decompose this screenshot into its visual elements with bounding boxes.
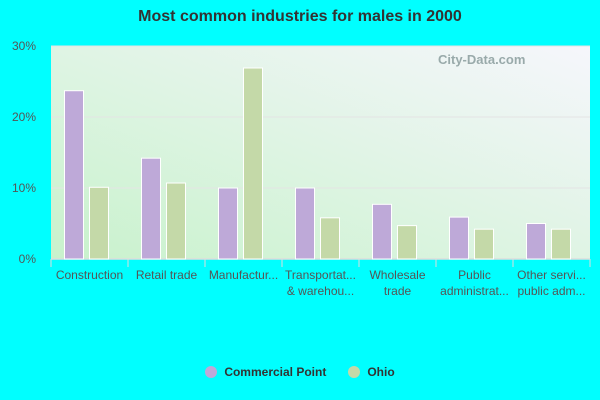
bar-ohio	[89, 186, 109, 260]
bar-ohio	[166, 182, 186, 260]
x-tick-label: Other servi...	[517, 268, 586, 282]
x-tick-label: Manufactur...	[209, 268, 278, 282]
legend-swatch	[348, 366, 361, 378]
legend-label: Commercial Point	[224, 365, 327, 379]
legend-label: Ohio	[367, 365, 395, 379]
bar-ohio	[320, 217, 340, 260]
y-tick-label: 30%	[12, 39, 36, 53]
bar-commercial-point	[372, 203, 392, 260]
y-tick-label: 20%	[12, 110, 36, 124]
legend-item: Ohio	[348, 365, 395, 379]
bar-ohio	[397, 225, 417, 260]
x-tick-label: administrat...	[440, 284, 509, 298]
bar-ohio	[243, 67, 263, 260]
watermark: City-Data.com	[438, 52, 526, 67]
bar-commercial-point	[64, 90, 84, 260]
x-tick-label: Retail trade	[136, 268, 198, 282]
chart-title: Most common industries for males in 2000	[138, 8, 462, 25]
x-tick-label: public adm...	[517, 284, 585, 298]
bar-ohio	[474, 228, 494, 260]
bar-commercial-point	[141, 157, 161, 260]
x-tick-label: & warehou...	[287, 284, 354, 298]
x-tick-label: Wholesale	[369, 268, 425, 282]
y-tick-label: 0%	[19, 252, 37, 266]
y-tick-label: 10%	[12, 181, 36, 195]
legend-swatch	[205, 366, 218, 378]
bar-ohio	[551, 228, 571, 260]
bar-commercial-point	[218, 187, 238, 260]
x-tick-label: trade	[384, 284, 412, 298]
x-tick-label: Construction	[56, 268, 123, 282]
bar-commercial-point	[295, 187, 315, 260]
x-tick-label: Transportat...	[285, 268, 356, 282]
legend-item: Commercial Point	[205, 365, 326, 379]
x-tick-label: Public	[458, 268, 491, 282]
bar-commercial-point	[526, 223, 546, 260]
bar-commercial-point	[449, 216, 469, 260]
legend: Commercial Point Ohio	[0, 365, 600, 379]
